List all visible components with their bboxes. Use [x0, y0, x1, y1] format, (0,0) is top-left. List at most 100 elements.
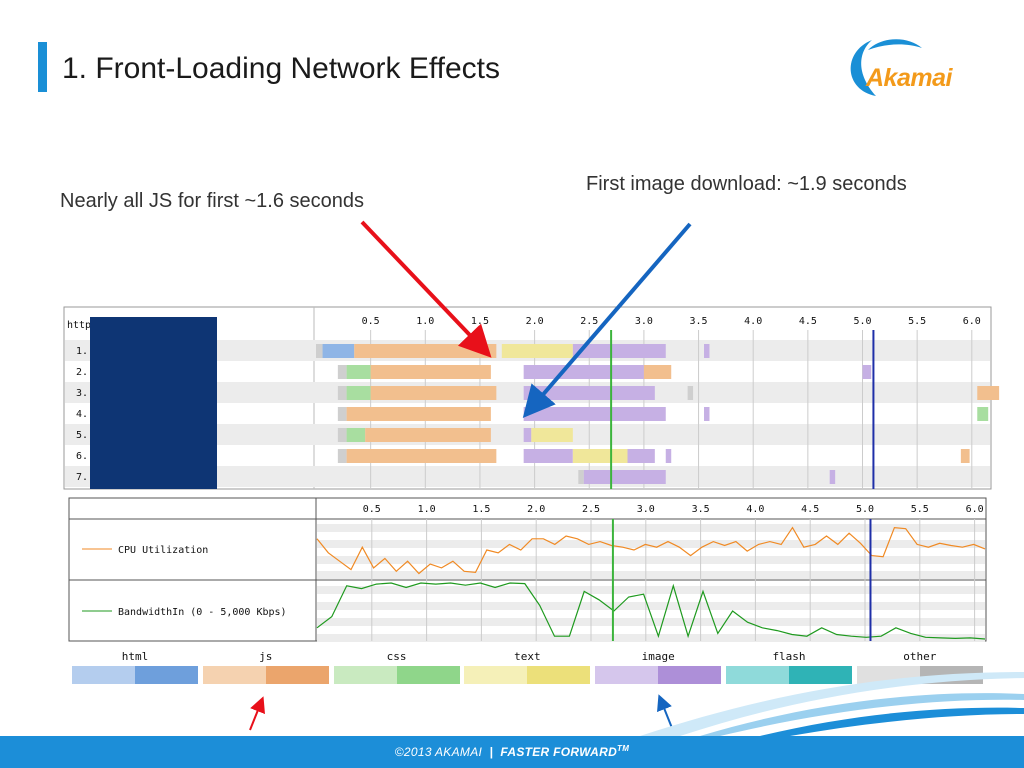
- perf-tick-label: 6.0: [966, 504, 984, 515]
- legend-label: other: [903, 650, 937, 663]
- waterfall-bar-image: [523, 449, 573, 463]
- waterfall-bar-css: [346, 428, 366, 442]
- perf-band: [317, 540, 985, 548]
- perf-tick-label: 4.5: [801, 504, 819, 515]
- waterfall-bar-image: [704, 407, 710, 421]
- legend-image-blue-arrow: [657, 694, 673, 729]
- waterfall-tick-label: 0.5: [362, 316, 380, 327]
- perf-tick-label: 1.5: [472, 504, 490, 515]
- waterfall-row-label: 2.: [76, 367, 88, 378]
- waterfall-bar-css: [346, 365, 371, 379]
- waterfall-row-label: 3.: [76, 388, 88, 399]
- waterfall-row-label: 5.: [76, 430, 88, 441]
- footer-copyright: ©2013 AKAMAI: [394, 745, 483, 759]
- akamai-logo-text: Akamai: [866, 64, 952, 92]
- bandwidth-in-line: [316, 582, 986, 640]
- perf-band: [317, 634, 985, 642]
- waterfall-bar-image: [523, 386, 655, 400]
- footer-tagline: FASTER FORWARD: [500, 745, 618, 759]
- waterfall-bar-text: [531, 428, 573, 442]
- waterfall-tick-label: 2.0: [526, 316, 544, 327]
- legend-label: text: [514, 650, 541, 663]
- slide-title: 1. Front-Loading Network Effects: [62, 52, 500, 85]
- footer-bar: [0, 736, 1024, 768]
- waterfall-tick-label: 3.0: [635, 316, 653, 327]
- legend-swatch: [595, 666, 722, 684]
- legend-label: html: [121, 650, 149, 663]
- legend-label: image: [641, 650, 675, 663]
- legend-item-html: html: [72, 648, 198, 684]
- waterfall-tick-label: 1.0: [416, 316, 434, 327]
- waterfall-bar-other: [337, 365, 347, 379]
- js-annotation: Nearly all JS for first ~1.6 seconds: [60, 190, 365, 212]
- perf-tick-label: 3.5: [692, 504, 710, 515]
- js-red-arrow: [360, 220, 492, 358]
- waterfall-bar-image: [523, 365, 644, 379]
- footer-separator: |: [489, 745, 494, 759]
- waterfall-bar-js: [346, 449, 497, 463]
- footer-tm: TM: [617, 744, 630, 753]
- waterfall-row-label: 7.: [76, 472, 88, 483]
- waterfall-bar-js: [365, 428, 491, 442]
- waterfall-header-label: http: [67, 320, 91, 331]
- waterfall-bar-image: [572, 344, 666, 358]
- waterfall-bar-other: [316, 344, 323, 358]
- waterfall-bar-other: [578, 470, 584, 484]
- legend-item-js: js: [202, 648, 329, 684]
- perf-band: [317, 618, 985, 626]
- waterfall-bar-image: [627, 449, 655, 463]
- perf-tick-label: 4.0: [746, 504, 764, 515]
- legend-item-css: css: [333, 648, 460, 684]
- perf-tick-label: 1.0: [418, 504, 436, 515]
- bw-legend-label: BandwidthIn (0 - 5,000 Kbps): [118, 607, 287, 618]
- waterfall-tick-label: 4.5: [799, 316, 817, 327]
- waterfall-bar-js: [370, 386, 497, 400]
- perf-band: [317, 571, 985, 579]
- waterfall-bar-js: [977, 386, 1000, 400]
- legend-swatch: [72, 666, 198, 684]
- waterfall-bar-text: [572, 449, 628, 463]
- waterfall-bar-other: [337, 386, 347, 400]
- waterfall-tick-label: 4.0: [744, 316, 762, 327]
- legend-item-image: image: [595, 648, 722, 684]
- perf-band: [317, 556, 985, 564]
- waterfall-bar-js: [346, 407, 491, 421]
- legend-swatch: [726, 666, 852, 684]
- waterfall-bar-js: [370, 365, 491, 379]
- waterfall-tick-label: 6.0: [963, 316, 981, 327]
- waterfall-bar-css: [346, 386, 371, 400]
- waterfall-bar-other: [687, 386, 694, 400]
- waterfall-tick-label: 5.0: [853, 316, 871, 327]
- legend-item-flash: flash: [726, 648, 852, 684]
- waterfall-row-label: 1.: [76, 346, 88, 357]
- waterfall-tick-label: 2.5: [580, 316, 598, 327]
- perf-frame: [68, 497, 987, 642]
- waterfall-bar-image: [704, 344, 710, 358]
- waterfall-bar-image: [665, 449, 672, 463]
- perf-tick-label: 0.5: [363, 504, 381, 515]
- perf-band: [317, 524, 985, 532]
- legend-swatch: [202, 666, 329, 684]
- waterfall-row-label: 6.: [76, 451, 88, 462]
- perf-tick-label: 2.0: [527, 504, 545, 515]
- waterfall-bar-image: [829, 470, 836, 484]
- waterfall-tick-label: 5.5: [908, 316, 926, 327]
- waterfall-tick-label: 1.5: [471, 316, 489, 327]
- waterfall-bar-image: [862, 365, 872, 379]
- image-blue-arrow: [522, 222, 692, 419]
- cpu-legend-label: CPU Utilization: [118, 545, 208, 556]
- legend-label: js: [259, 650, 273, 663]
- perf-band: [317, 586, 985, 594]
- footer-text: ©2013 AKAMAI | FASTER FORWARDTM: [0, 744, 1024, 759]
- perf-tick-label: 5.5: [911, 504, 929, 515]
- perf-tick-label: 5.0: [856, 504, 874, 515]
- waterfall-bar-js: [960, 449, 970, 463]
- perf-band: [317, 602, 985, 610]
- waterfall-tick-label: 3.5: [690, 316, 708, 327]
- legend-swatch: [464, 666, 591, 684]
- perf-tick-label: 2.5: [582, 504, 600, 515]
- waterfall-bar-other: [337, 407, 347, 421]
- waterfall-bar-image: [523, 428, 532, 442]
